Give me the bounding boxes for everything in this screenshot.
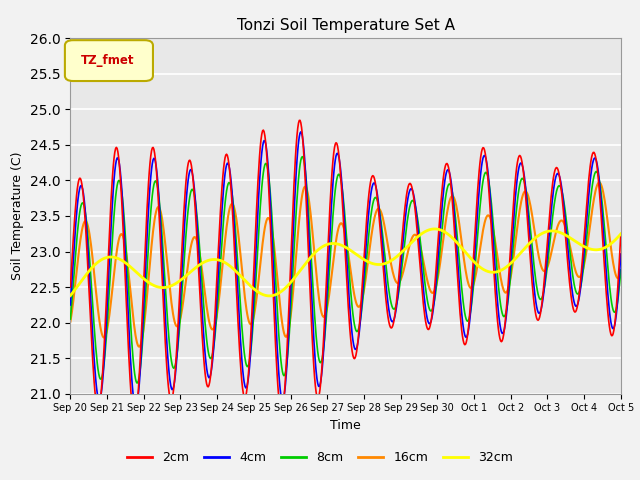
2cm: [77, 176, 84, 181]
4cm: [414, 226, 422, 231]
Y-axis label: Soil Temperature (C): Soil Temperature (C): [12, 152, 24, 280]
8cm: [414, 218, 422, 224]
16cm: [219, 260, 227, 266]
32cm: [429, 226, 437, 232]
16cm: [596, 180, 604, 185]
4cm: [617, 251, 625, 257]
32cm: [67, 293, 74, 299]
16cm: [190, 235, 198, 240]
16cm: [429, 290, 437, 296]
8cm: [430, 300, 438, 306]
8cm: [617, 267, 625, 273]
2cm: [190, 184, 198, 190]
8cm: [67, 316, 74, 322]
2cm: [296, 118, 304, 123]
Text: TZ_fmet: TZ_fmet: [81, 54, 134, 67]
4cm: [297, 129, 305, 135]
16cm: [413, 234, 421, 240]
16cm: [136, 344, 143, 349]
16cm: [617, 270, 625, 276]
2cm: [131, 415, 138, 421]
2cm: [67, 284, 74, 290]
32cm: [413, 234, 421, 240]
4cm: [190, 179, 198, 185]
2cm: [430, 292, 438, 298]
4cm: [134, 396, 141, 402]
32cm: [431, 226, 438, 232]
32cm: [617, 231, 625, 237]
16cm: [67, 319, 74, 324]
8cm: [134, 380, 141, 385]
X-axis label: Time: Time: [330, 419, 361, 432]
FancyBboxPatch shape: [65, 40, 153, 81]
Legend: 2cm, 4cm, 8cm, 16cm, 32cm: 2cm, 4cm, 8cm, 16cm, 32cm: [122, 446, 518, 469]
8cm: [219, 228, 227, 233]
4cm: [219, 196, 227, 202]
8cm: [298, 154, 306, 159]
16cm: [77, 237, 84, 243]
4cm: [430, 300, 438, 306]
2cm: [414, 238, 422, 243]
32cm: [218, 258, 226, 264]
Title: Tonzi Soil Temperature Set A: Tonzi Soil Temperature Set A: [237, 18, 454, 33]
32cm: [266, 293, 273, 299]
32cm: [77, 279, 84, 285]
Line: 2cm: 2cm: [70, 120, 621, 418]
8cm: [190, 189, 198, 194]
Line: 32cm: 32cm: [70, 229, 621, 296]
Line: 16cm: 16cm: [70, 182, 621, 347]
4cm: [132, 404, 140, 409]
2cm: [134, 395, 141, 401]
8cm: [133, 380, 141, 386]
Line: 4cm: 4cm: [70, 132, 621, 407]
16cm: [133, 340, 141, 346]
4cm: [67, 302, 74, 308]
8cm: [77, 206, 84, 212]
4cm: [77, 183, 84, 189]
32cm: [133, 270, 141, 276]
Line: 8cm: 8cm: [70, 156, 621, 383]
2cm: [617, 231, 625, 237]
2cm: [219, 175, 227, 180]
32cm: [189, 267, 196, 273]
